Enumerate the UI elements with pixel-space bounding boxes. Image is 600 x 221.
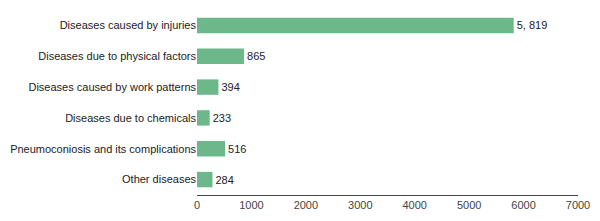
svg-text:Pneumoconiosis and its complic: Pneumoconiosis and its complications [10, 143, 196, 155]
svg-text:Other diseases: Other diseases [122, 173, 196, 185]
svg-text:Diseases due to chemicals: Diseases due to chemicals [65, 112, 196, 124]
svg-text:284: 284 [215, 174, 233, 186]
svg-text:516: 516 [228, 143, 246, 155]
svg-text:7000: 7000 [566, 199, 590, 211]
svg-text:233: 233 [213, 112, 231, 124]
svg-text:3000: 3000 [348, 199, 372, 211]
svg-text:Diseases due to physical facto: Diseases due to physical factors [38, 50, 196, 62]
svg-text:0: 0 [194, 199, 200, 211]
svg-text:394: 394 [221, 81, 239, 93]
svg-text:5, 819: 5, 819 [517, 19, 548, 31]
svg-text:5000: 5000 [457, 199, 481, 211]
svg-text:6000: 6000 [511, 199, 535, 211]
svg-text:1000: 1000 [239, 199, 263, 211]
svg-text:Diseases caused by injuries: Diseases caused by injuries [60, 19, 197, 31]
svg-text:2000: 2000 [294, 199, 318, 211]
svg-text:865: 865 [247, 50, 265, 62]
svg-text:4000: 4000 [402, 199, 426, 211]
svg-text:Diseases caused by work patter: Diseases caused by work patterns [28, 81, 196, 93]
